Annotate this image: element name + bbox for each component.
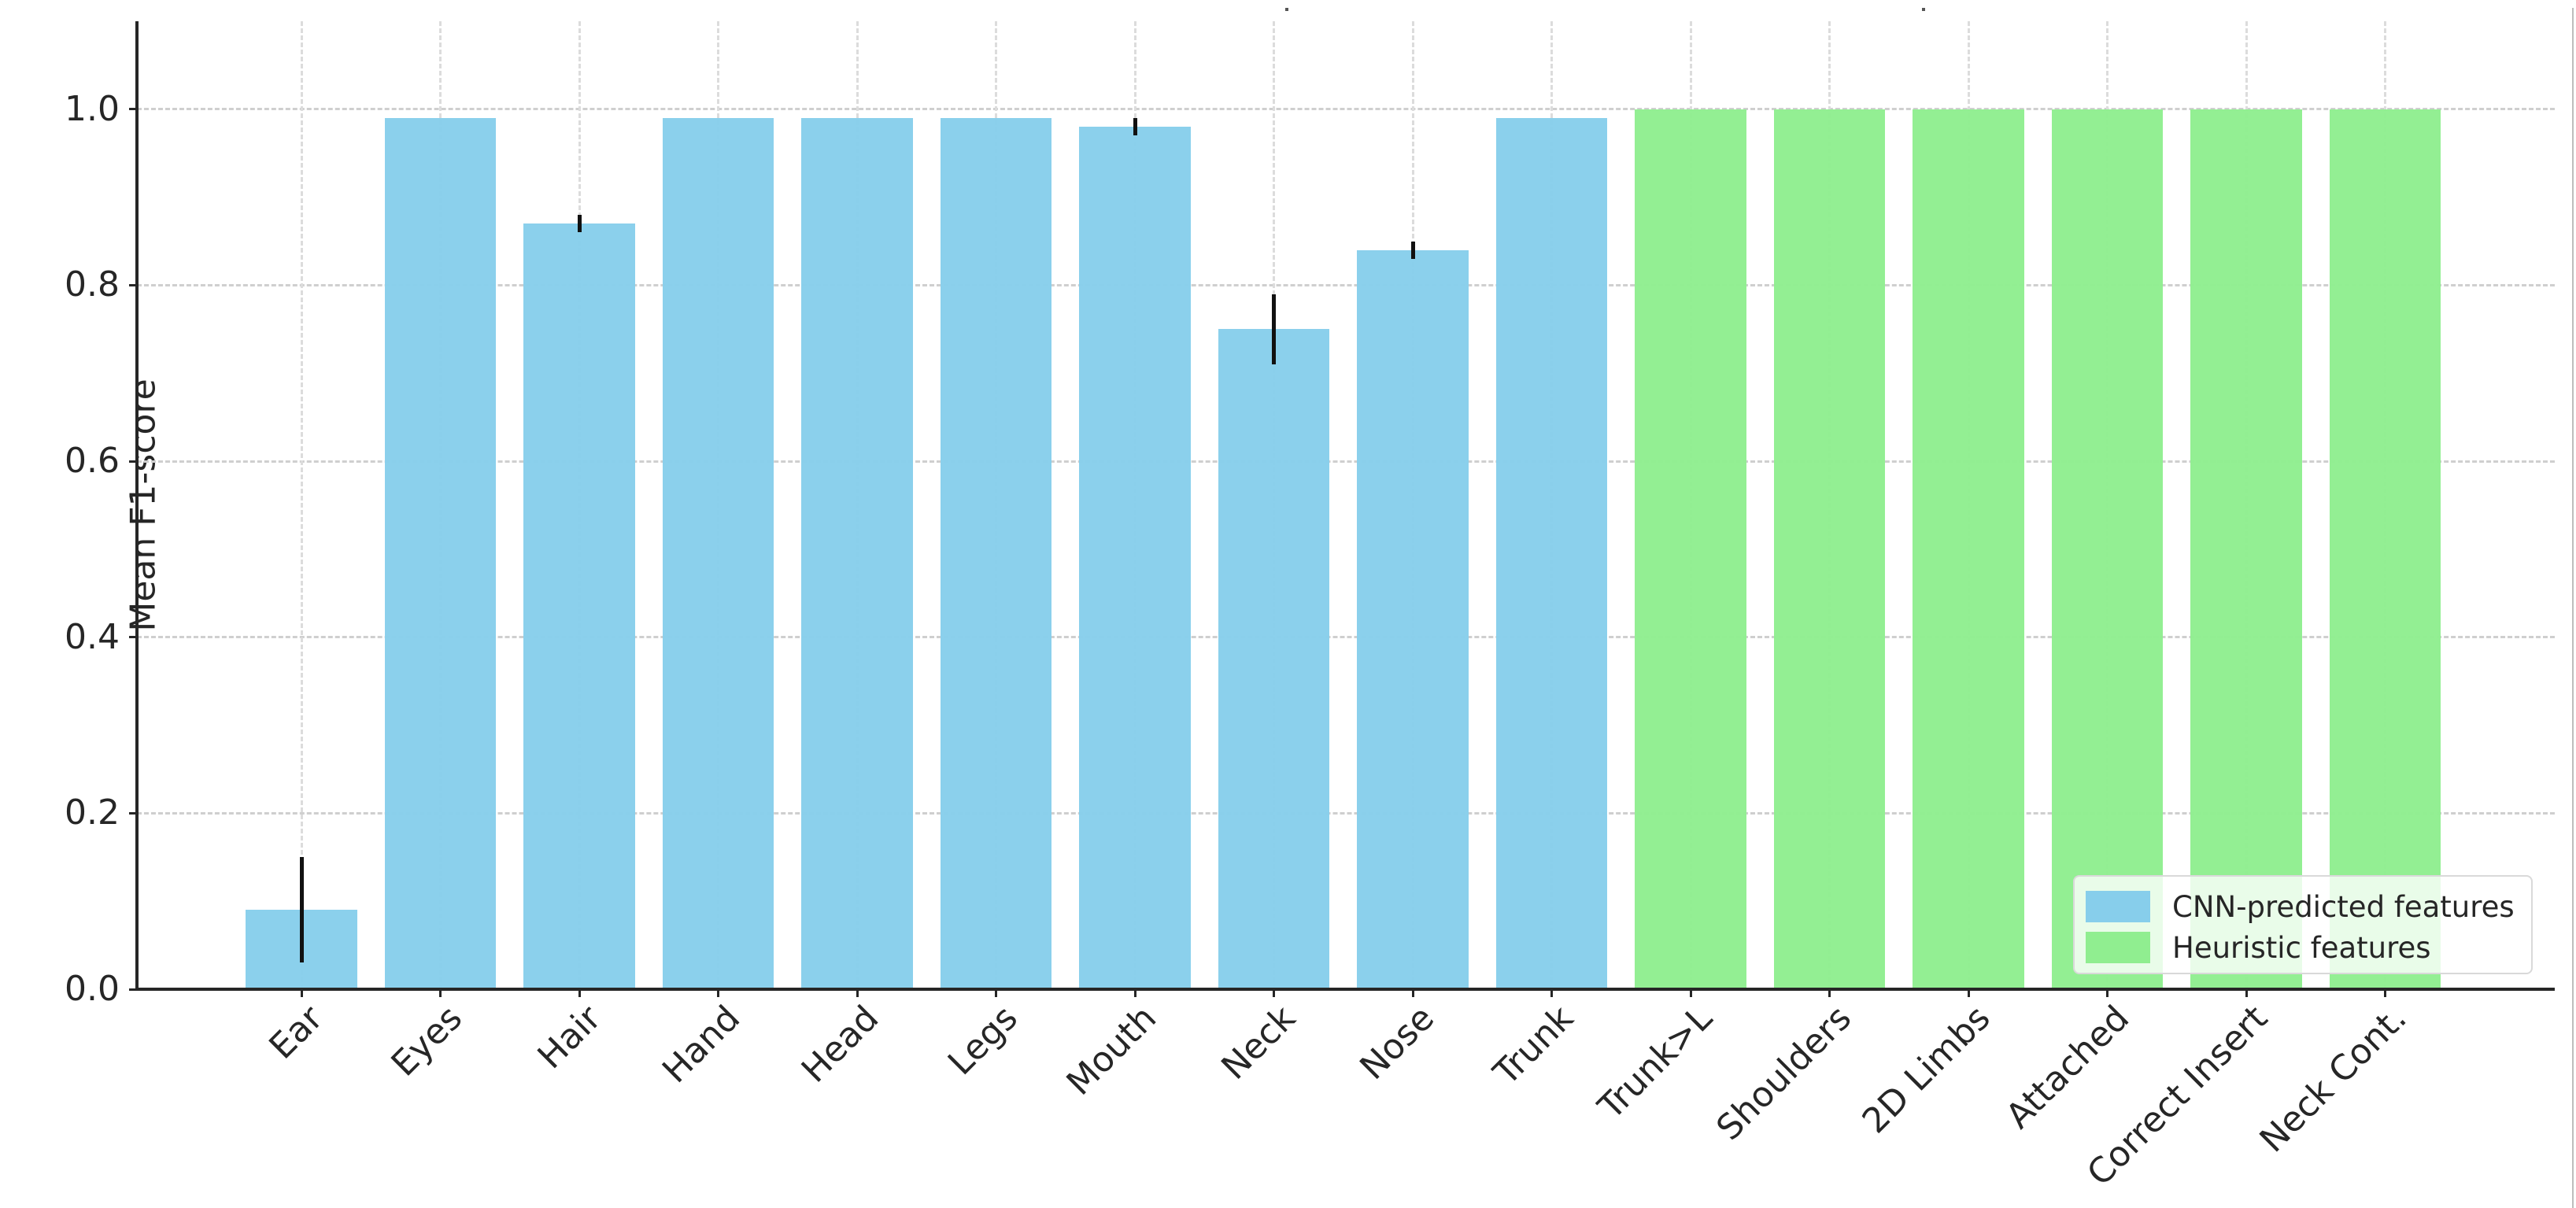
x-tick-label: Legs — [940, 998, 1026, 1084]
bar-neck — [1218, 329, 1330, 989]
x-tick-label: Trunk>L — [1591, 998, 1720, 1128]
x-tick — [717, 989, 719, 997]
bar-nose — [1357, 249, 1469, 989]
y-tick — [129, 636, 137, 639]
y-tick-label: 0.8 — [65, 264, 120, 305]
y-tick-label: 1.0 — [65, 88, 120, 129]
x-tick — [1550, 989, 1553, 997]
error-bar — [1133, 118, 1137, 136]
legend: CNN-predicted features Heuristic feature… — [2073, 875, 2533, 974]
grid-line-horizontal — [137, 460, 2555, 463]
x-tick — [1689, 989, 1692, 997]
x-tick — [300, 989, 303, 997]
x-tick-label: Trunk — [1485, 998, 1581, 1093]
x-tick-label: Eyes — [383, 998, 470, 1084]
x-tick-label: Mouth — [1059, 998, 1165, 1103]
frame-border — [2572, 8, 2574, 1208]
bar-head — [801, 118, 913, 989]
legend-swatch-cnn — [2086, 891, 2150, 922]
x-tick-label: Head — [793, 998, 887, 1091]
bar-shoulders — [1773, 109, 1886, 989]
x-tick — [1273, 989, 1275, 997]
x-tick — [1967, 989, 1970, 997]
legend-label-cnn: CNN-predicted features — [2172, 889, 2515, 924]
bar-hand — [662, 118, 774, 989]
bar-neck-cont- — [2329, 109, 2441, 989]
x-tick — [995, 989, 997, 997]
y-axis-label: Mean F1-score — [123, 379, 164, 632]
grid-line-horizontal — [137, 811, 2555, 815]
bar-attached — [2051, 109, 2164, 989]
y-tick-label: 0.4 — [65, 616, 120, 657]
legend-item-cnn: CNN-predicted features — [2086, 889, 2515, 924]
x-tick-label: Shoulders — [1708, 998, 1859, 1149]
error-bar — [1410, 241, 1415, 259]
bar-2d-limbs — [1913, 109, 2024, 989]
bar-correct-insert — [2190, 109, 2302, 989]
bar-mouth — [1079, 127, 1191, 989]
x-tick-label: Hand — [654, 998, 748, 1092]
error-bar — [577, 215, 582, 233]
bar-eyes — [384, 118, 497, 989]
x-tick-label: Neck — [1214, 998, 1303, 1088]
x-tick-label: 2D Limbs — [1854, 998, 1998, 1142]
bar-hair — [523, 223, 635, 989]
y-tick — [129, 460, 137, 463]
y-tick-label: 0.0 — [65, 969, 120, 1009]
x-axis-line — [135, 988, 2555, 991]
x-tick — [1133, 989, 1136, 997]
x-tick — [2106, 989, 2108, 997]
x-tick-label: Ear — [261, 998, 331, 1067]
grid-line-vertical — [300, 21, 303, 989]
legend-swatch-heuristic — [2086, 932, 2150, 963]
x-tick-label: Attached — [1998, 998, 2137, 1137]
bar-trunk — [1495, 118, 1608, 989]
bar-trunk-l — [1635, 109, 1746, 989]
x-tick — [2245, 989, 2248, 997]
y-tick — [129, 988, 137, 991]
y-tick-label: 0.6 — [65, 441, 120, 482]
y-tick — [129, 811, 137, 815]
legend-item-heuristic: Heuristic features — [2086, 930, 2431, 965]
grid-line-horizontal — [137, 108, 2555, 111]
error-bar — [299, 857, 304, 963]
x-tick-label: Hair — [530, 998, 609, 1077]
x-tick — [1411, 989, 1414, 997]
legend-label-heuristic: Heuristic features — [2172, 930, 2431, 965]
error-bar — [1272, 294, 1276, 365]
grid-line-horizontal — [137, 283, 2555, 286]
x-tick — [439, 989, 442, 997]
x-tick — [856, 989, 859, 997]
artifact-mark — [1922, 8, 1925, 11]
x-tick-label: Neck Cont. — [2252, 998, 2415, 1161]
y-tick — [129, 283, 137, 286]
y-tick — [129, 108, 137, 111]
x-tick — [2384, 989, 2386, 997]
artifact-mark — [1285, 8, 1288, 11]
grid-line-horizontal — [137, 636, 2555, 639]
x-tick — [1828, 989, 1831, 997]
x-tick — [578, 989, 581, 997]
y-axis-line — [135, 21, 139, 991]
x-tick-label: Nose — [1352, 998, 1443, 1088]
bar-legs — [940, 118, 1052, 989]
y-tick-label: 0.2 — [65, 792, 120, 833]
